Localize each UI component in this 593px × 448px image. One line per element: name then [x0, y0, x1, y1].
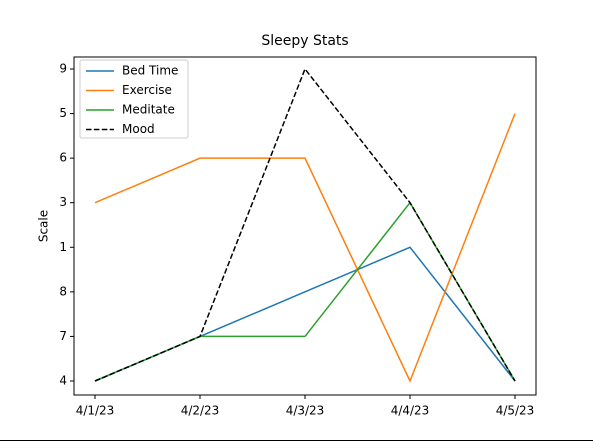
- y-tick-label: 3: [59, 195, 67, 209]
- y-tick-label: 4: [59, 374, 67, 388]
- legend-box: [79, 59, 189, 139]
- legend-label: Exercise: [122, 83, 172, 97]
- x-tick-label: 4/4/23: [391, 404, 430, 418]
- chart-title: Sleepy Stats: [261, 33, 348, 49]
- y-tick-label: 7: [59, 329, 67, 343]
- x-tick-label: 4/5/23: [496, 404, 535, 418]
- y-tick-label: 8: [59, 284, 67, 298]
- legend-label: Meditate: [122, 103, 175, 117]
- x-tick-label: 4/2/23: [181, 404, 220, 418]
- series-line: [94, 67, 516, 382]
- x-tick-label: 4/3/23: [286, 404, 325, 418]
- legend-label: Bed Time: [122, 64, 178, 78]
- legend-label: Mood: [122, 122, 155, 136]
- x-tick-label: 4/1/23: [76, 404, 115, 418]
- y-tick-label: 1: [59, 240, 67, 254]
- y-tick-label: 6: [59, 151, 67, 165]
- plot-frame: [73, 56, 537, 396]
- y-tick-label: 5: [59, 106, 67, 120]
- y-axis-label: Scale: [37, 210, 51, 242]
- y-tick-label: 9: [59, 62, 67, 76]
- series-line: [94, 246, 516, 382]
- series-line: [94, 113, 516, 383]
